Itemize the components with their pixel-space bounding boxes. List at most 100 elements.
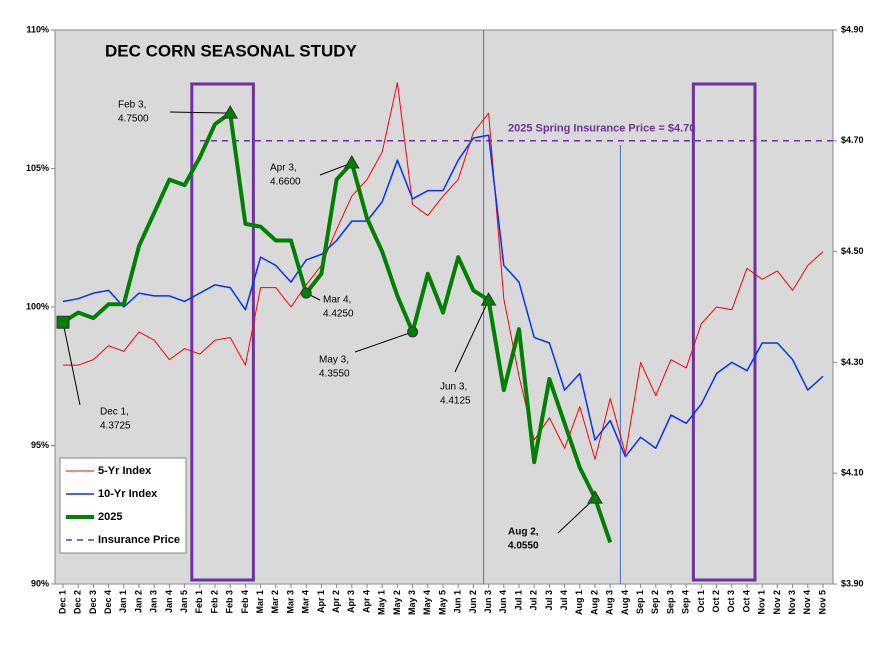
annotation-label: Dec 1,	[100, 407, 129, 418]
insurance-label: 2025 Spring Insurance Price = $4.70	[508, 123, 695, 135]
x-tick-label: May 2	[392, 590, 402, 615]
x-tick-label: Feb 1	[194, 590, 204, 614]
x-tick-label: Nov 5	[817, 590, 827, 615]
x-tick-label: Nov 3	[787, 590, 797, 615]
y2-tick-label: $4.30	[841, 357, 864, 367]
marker-triangle	[587, 490, 603, 504]
x-tick-label: Dec 1	[57, 590, 67, 614]
x-tick-label: Jul 2	[529, 590, 539, 611]
x-tick-label: Jun 2	[468, 590, 478, 614]
leader-line	[169, 111, 231, 114]
x-tick-label: Aug 4	[620, 590, 630, 615]
x-tick-label: Aug 2	[589, 590, 599, 615]
x-tick-label: Apr 3	[346, 590, 356, 613]
marker-circle	[300, 287, 312, 299]
x-tick-label: Nov 2	[772, 590, 782, 615]
x-tick-label: Apr 1	[316, 590, 326, 613]
annotation-label: 4.3550	[319, 369, 350, 380]
marker-triangle	[343, 154, 360, 169]
annotation-label: 4.4250	[323, 309, 354, 320]
annotation-label: 4.0550	[508, 541, 539, 552]
x-tick-label: Jul 4	[559, 590, 569, 611]
x-tick-label: Jan 3	[149, 590, 159, 613]
x-tick-label: Jan 2	[133, 590, 143, 613]
x-tick-label: Sep 2	[650, 590, 660, 614]
x-tick-label: Mar 4	[301, 590, 311, 614]
y2-tick-label: $4.70	[841, 135, 864, 145]
y-tick-label: 110%	[26, 24, 49, 34]
leader-line	[62, 322, 81, 406]
y-tick-label: 90%	[31, 578, 49, 588]
x-tick-label: Apr 4	[361, 590, 371, 613]
x-tick-label: Jun 1	[453, 590, 463, 614]
x-tick-label: Dec 4	[103, 590, 113, 614]
y-tick-label: 100%	[26, 301, 49, 311]
x-tick-label: Apr 2	[331, 590, 341, 613]
x-tick-label: Jan 4	[164, 590, 174, 613]
x-tick-label: Mar 3	[285, 590, 295, 614]
highlight-box	[190, 82, 255, 582]
x-tick-label: Oct 2	[711, 590, 721, 613]
x-tick-label: Aug 3	[605, 590, 615, 615]
leader-line	[454, 299, 490, 373]
annotation-label: 4.6600	[270, 177, 301, 188]
annotation-label: 4.3725	[100, 421, 131, 432]
leader-line	[354, 331, 413, 353]
x-tick-label: Feb 2	[209, 590, 219, 614]
annotation-label: Jun 3,	[440, 382, 467, 393]
x-tick-label: Mar 2	[270, 590, 280, 614]
legend-label: 10-Yr Index	[98, 488, 158, 500]
series-line	[62, 134, 824, 458]
legend-label: 5-Yr Index	[98, 465, 152, 477]
x-tick-label: Nov 1	[757, 590, 767, 615]
annotation-label: 4.7500	[118, 114, 149, 125]
x-tick-label: Feb 3	[225, 590, 235, 614]
x-tick-label: May 3	[407, 590, 417, 615]
y2-tick-label: $4.10	[841, 468, 864, 478]
x-tick-label: May 5	[437, 590, 447, 615]
x-tick-label: Oct 4	[741, 590, 751, 613]
marker-triangle	[480, 292, 497, 306]
x-tick-label: Sep 1	[635, 590, 645, 614]
legend-label: Insurance Price	[98, 534, 180, 546]
x-tick-label: Jan 1	[118, 590, 128, 613]
annotation-label: May 3,	[319, 355, 349, 366]
x-tick-label: Nov 4	[802, 590, 812, 615]
marker-circle	[407, 326, 419, 338]
legend-box	[59, 457, 187, 554]
series-line	[61, 111, 613, 544]
x-tick-label: Jun 3	[483, 590, 493, 614]
y-tick-label: 95%	[31, 440, 49, 450]
x-tick-label: Dec 2	[73, 590, 83, 614]
x-tick-label: Jul 3	[544, 590, 554, 611]
marker-triangle	[222, 105, 239, 119]
leader-line	[557, 497, 596, 534]
marker-square	[56, 315, 70, 329]
x-tick-label: Oct 3	[726, 590, 736, 613]
x-tick-label: Sep 3	[665, 590, 675, 614]
x-tick-label: Feb 4	[240, 590, 250, 614]
x-tick-label: May 1	[377, 590, 387, 615]
x-tick-label: Mar 1	[255, 590, 265, 614]
y2-tick-label: $4.50	[841, 246, 864, 256]
annotation-label: Mar 4,	[323, 295, 351, 306]
x-tick-label: Jun 4	[498, 590, 508, 614]
x-tick-label: Oct 1	[696, 590, 706, 613]
x-tick-label: Sep 4	[681, 590, 691, 614]
annotation-label: 4.4125	[440, 396, 471, 407]
highlight-box	[691, 82, 757, 582]
x-tick-label: Aug 1	[574, 590, 584, 615]
y2-tick-label: $3.90	[841, 578, 864, 588]
x-tick-label: Jan 5	[179, 590, 189, 613]
x-tick-label: Dec 3	[88, 590, 98, 614]
legend-label: 2025	[98, 511, 122, 523]
y2-tick-label: $4.90	[841, 24, 864, 34]
annotation-label: Apr 3,	[270, 163, 297, 174]
series-line	[63, 82, 824, 460]
x-tick-label: Jul 1	[513, 590, 523, 611]
x-tick-label: May 4	[422, 590, 432, 615]
chart-title: DEC CORN SEASONAL STUDY	[105, 41, 358, 60]
annotation-label: Aug 2,	[508, 527, 539, 538]
y-tick-label: 105%	[26, 163, 49, 173]
annotation-label: Feb 3,	[118, 100, 146, 111]
